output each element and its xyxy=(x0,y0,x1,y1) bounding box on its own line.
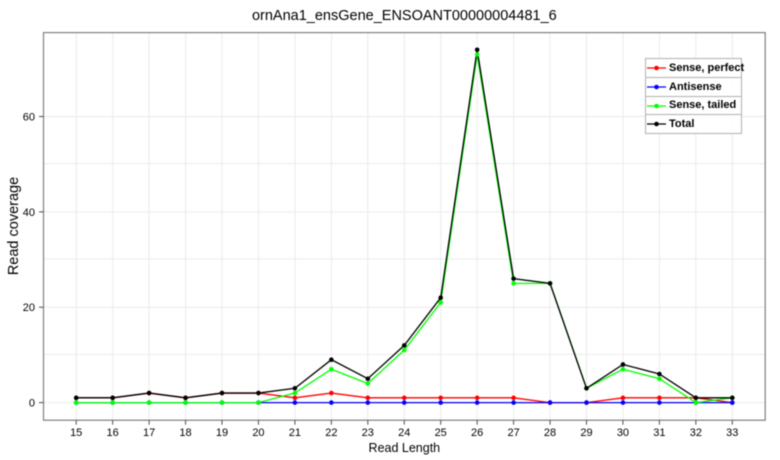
svg-text:23: 23 xyxy=(362,427,374,439)
svg-text:15: 15 xyxy=(70,427,82,439)
svg-text:20: 20 xyxy=(252,427,264,439)
svg-text:27: 27 xyxy=(507,427,519,439)
svg-text:19: 19 xyxy=(216,427,228,439)
svg-text:32: 32 xyxy=(690,427,702,439)
svg-text:26: 26 xyxy=(471,427,483,439)
svg-text:17: 17 xyxy=(143,427,155,439)
svg-text:18: 18 xyxy=(179,427,191,439)
svg-text:24: 24 xyxy=(398,427,410,439)
svg-text:30: 30 xyxy=(617,427,629,439)
svg-text:40: 40 xyxy=(23,207,35,219)
svg-text:29: 29 xyxy=(580,427,592,439)
svg-text:33: 33 xyxy=(726,427,738,439)
svg-text:21: 21 xyxy=(289,427,301,439)
svg-text:60: 60 xyxy=(23,112,35,124)
svg-text:25: 25 xyxy=(435,427,447,439)
svg-text:28: 28 xyxy=(544,427,556,439)
svg-text:16: 16 xyxy=(107,427,119,439)
svg-text:20: 20 xyxy=(23,302,35,314)
svg-text:22: 22 xyxy=(325,427,337,439)
svg-text:31: 31 xyxy=(653,427,665,439)
svg-text:0: 0 xyxy=(29,398,35,410)
